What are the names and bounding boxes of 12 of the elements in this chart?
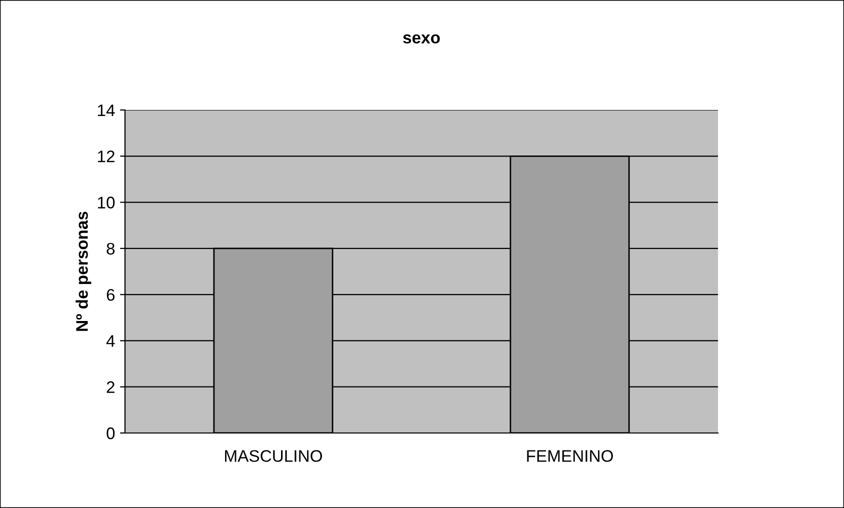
x-tick-label: FEMENINO bbox=[527, 450, 613, 462]
y-tick-label: 2 bbox=[106, 381, 114, 393]
y-axis-title: Nº de personas bbox=[76, 212, 92, 331]
x-tick-label: MASCULINO bbox=[225, 450, 322, 462]
y-tick-label: 8 bbox=[106, 242, 115, 255]
y-tick-label: 4 bbox=[106, 335, 115, 347]
y-tick-label: 12 bbox=[98, 150, 114, 162]
y-tick-label: 6 bbox=[106, 288, 115, 301]
chart-title: sexo bbox=[403, 34, 440, 44]
y-tick-label: 10 bbox=[98, 196, 115, 208]
y-tick-label: 14 bbox=[98, 104, 115, 116]
y-tick-label: 0 bbox=[106, 427, 115, 440]
